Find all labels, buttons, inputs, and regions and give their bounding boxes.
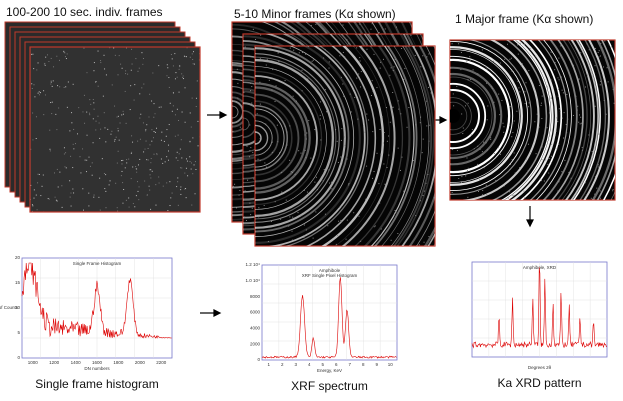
plot-caption: Single frame histogram <box>35 377 158 391</box>
y-tick-label: 0 <box>17 355 20 360</box>
x-tick-label: 1400 <box>71 360 82 365</box>
x-axis-label: Energy, KeV <box>317 368 342 373</box>
y-tick-label: 2000 <box>250 341 261 346</box>
y-tick-label: 20 <box>15 255 21 260</box>
x-tick-label: 9 <box>375 362 378 367</box>
plot-title: Amphibole, XRD <box>523 265 557 270</box>
y-tick-label: 6000 <box>250 310 261 315</box>
plot-caption: Ka XRD pattern <box>497 376 581 390</box>
arrows <box>200 111 534 317</box>
frame-noise <box>30 47 200 212</box>
x-tick-label: 1800 <box>113 360 124 365</box>
curve <box>471 267 607 349</box>
x-tick-label: 2000 <box>135 360 146 365</box>
x-axis-label: Degrees 2θ <box>528 365 552 370</box>
frame <box>29 46 201 213</box>
diffraction-rings <box>450 40 615 200</box>
y-tick-label: 1.2 10⁴ <box>246 262 261 267</box>
plot-title: Amphibole <box>319 268 341 273</box>
y-tick-label: 5 <box>17 330 20 335</box>
curve <box>21 262 172 339</box>
diffraction-rings <box>255 46 435 246</box>
x-axis-label: DN numbers <box>84 366 110 371</box>
stage-label: 5-10 Minor frames (Kα shown) <box>234 7 396 21</box>
x-tick-label: 4 <box>308 362 311 367</box>
x-tick-label: 6 <box>335 362 338 367</box>
y-tick-label: 1.0 10⁴ <box>246 278 261 283</box>
x-tick-label: 3 <box>294 362 297 367</box>
x-tick-label: 8 <box>362 362 365 367</box>
x-tick-label: 10 <box>388 362 394 367</box>
x-tick-label: 1000 <box>28 360 39 365</box>
y-tick-label: 10 <box>15 305 21 310</box>
plot-subtitle: XRF Single Pixel Histogram <box>302 273 358 278</box>
stage-label: 100-200 10 sec. indiv. frames <box>6 5 163 19</box>
y-tick-label: 0 <box>257 357 260 362</box>
y-tick-label: 4000 <box>250 326 261 331</box>
y-tick-label: 15 <box>15 280 21 285</box>
x-tick-label: 1 <box>267 362 270 367</box>
x-tick-label: 1200 <box>49 360 60 365</box>
stage-label: 1 Major frame (Kα shown) <box>455 12 593 26</box>
x-tick-label: 2200 <box>156 360 167 365</box>
x-tick-label: 1600 <box>92 360 103 365</box>
x-tick-label: 2 <box>281 362 284 367</box>
y-tick-label: 8000 <box>250 294 261 299</box>
curve <box>261 277 397 359</box>
plot-title: Single Frame Histogram <box>73 261 122 266</box>
y-axis-label: # of Counts <box>0 305 19 310</box>
x-tick-label: 7 <box>348 362 351 367</box>
x-tick-label: 5 <box>321 362 324 367</box>
plot-caption: XRF spectrum <box>291 379 368 393</box>
